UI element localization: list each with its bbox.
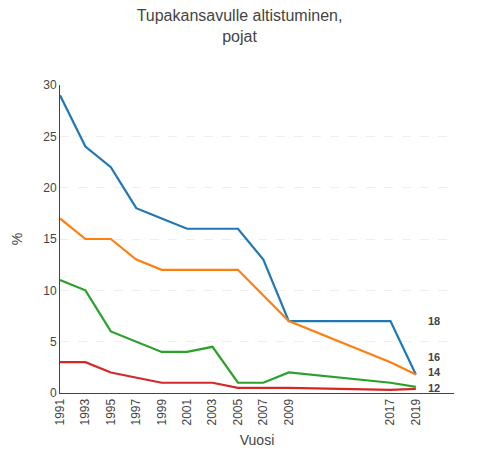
svg-text:1997: 1997 [129,398,143,425]
svg-text:18: 18 [428,315,440,327]
svg-text:15: 15 [43,232,57,246]
svg-text:30: 30 [43,78,57,92]
svg-text:0: 0 [50,386,57,400]
svg-text:20: 20 [43,181,57,195]
svg-text:Vuosi: Vuosi [240,432,275,448]
svg-text:2019: 2019 [409,398,423,425]
svg-text:14: 14 [428,366,441,378]
svg-text:2007: 2007 [256,398,270,425]
svg-text:25: 25 [43,130,57,144]
svg-text:12: 12 [428,382,440,394]
svg-text:2001: 2001 [180,398,194,425]
svg-text:2005: 2005 [231,398,245,425]
svg-text:16: 16 [428,351,440,363]
svg-text:5: 5 [50,335,57,349]
svg-text:%: % [9,233,25,245]
svg-text:1995: 1995 [104,398,118,425]
svg-text:1993: 1993 [78,398,92,425]
svg-text:Tupakansavulle altistuminen,po: Tupakansavulle altistuminen,pojat [137,7,343,45]
svg-text:10: 10 [43,284,57,298]
svg-text:2009: 2009 [282,398,296,425]
svg-text:2003: 2003 [205,398,219,425]
svg-text:1999: 1999 [155,398,169,425]
svg-text:1991: 1991 [53,398,67,425]
svg-text:2017: 2017 [383,398,397,425]
